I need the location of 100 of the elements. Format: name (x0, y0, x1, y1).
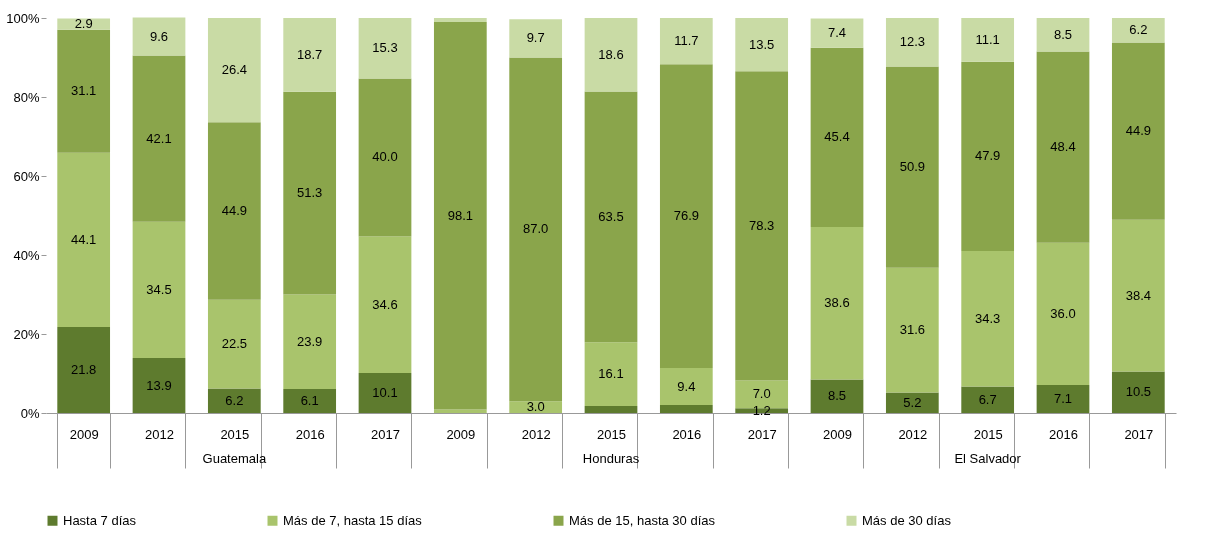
data-label: 6.2 (1129, 22, 1148, 38)
data-label: 51.3 (297, 185, 323, 201)
data-label: 21.8 (71, 361, 97, 377)
bar (207, 299, 261, 389)
data-label: 44.9 (1125, 123, 1151, 139)
x-tick-label: 2012 (145, 426, 174, 442)
x-tick-label: 2016 (1049, 426, 1078, 442)
bar (57, 152, 111, 327)
bar (57, 29, 111, 153)
bar (1111, 371, 1165, 413)
bar (1111, 18, 1165, 43)
data-label: 10.5 (1125, 384, 1151, 400)
y-tick-label: 100% (6, 10, 40, 26)
bar (358, 236, 412, 374)
y-tick-label: 0% (20, 405, 40, 421)
data-label: 44.1 (71, 231, 97, 247)
data-label: 48.4 (1050, 139, 1076, 155)
x-tick-label: 2009 (823, 426, 852, 442)
bar (283, 91, 337, 295)
text: Guatemala (202, 451, 267, 466)
bar (1111, 42, 1165, 220)
data-label: 87.0 (523, 221, 549, 237)
bar (1111, 219, 1165, 372)
data-label: 34.6 (372, 296, 398, 312)
data-label: 22.5 (221, 336, 247, 352)
legend-label: Más de 30 días (862, 512, 952, 528)
x-tick-label: 2017 (1124, 426, 1154, 442)
data-label: 2.9 (74, 16, 93, 32)
data-label: 5.2 (903, 394, 922, 410)
x-tick-label: 2012 (521, 426, 551, 442)
x-tick-label: 2016 (295, 426, 325, 442)
data-label: 40.0 (372, 149, 398, 165)
data-label: 11.7 (674, 33, 699, 49)
data-label: 38.4 (1125, 287, 1151, 303)
text: Honduras (582, 451, 640, 466)
data-label: 7.4 (827, 25, 847, 41)
x-tick-label: 2016 (672, 426, 702, 442)
bar (810, 18, 864, 48)
data-label: 78.3 (749, 217, 775, 233)
bar (584, 91, 638, 343)
data-label: 98.1 (447, 207, 473, 223)
legend-label: Hasta 7 días (63, 512, 137, 528)
bar (132, 221, 186, 359)
data-label: 12.3 (899, 34, 925, 50)
bar (132, 17, 186, 56)
bar (132, 358, 186, 413)
data-label: 26.4 (221, 62, 247, 78)
data-label: 15.3 (372, 40, 398, 56)
data-label: 45.4 (824, 129, 850, 145)
data-label: 8.5 (1053, 26, 1073, 42)
legend-label: Más de 7, hasta 15 días (283, 512, 423, 528)
x-tick-label: 2017 (747, 426, 777, 442)
data-label: 9.7 (526, 30, 545, 46)
data-label: 47.9 (975, 148, 1001, 164)
bar (584, 18, 638, 92)
bar (433, 409, 487, 413)
bar (358, 18, 412, 79)
bar (735, 71, 789, 381)
x-tick-label: 2012 (898, 426, 928, 442)
bar (433, 21, 487, 410)
bar (433, 18, 487, 22)
bar (509, 57, 563, 402)
bar (659, 64, 713, 368)
bar (885, 18, 939, 67)
x-tick-label: 2015 (597, 426, 626, 442)
data-label: 18.7 (297, 46, 323, 62)
data-label: 11.1 (975, 31, 1000, 47)
data-label: 3.0 (526, 399, 545, 415)
bar (283, 388, 337, 413)
y-tick-label: 80% (13, 89, 40, 105)
data-label: 6.1 (300, 392, 319, 408)
data-label: 50.9 (899, 159, 925, 175)
bar (207, 388, 261, 413)
data-label: 7.1 (1053, 390, 1073, 406)
data-label: 6.7 (978, 391, 997, 407)
bar (584, 405, 638, 413)
data-label: 9.6 (149, 28, 169, 44)
bar (659, 405, 713, 413)
data-label: 38.6 (824, 295, 850, 311)
bar (735, 18, 789, 72)
bar (659, 367, 713, 406)
bar (885, 66, 939, 268)
bar (358, 78, 412, 237)
data-label: 63.5 (598, 208, 624, 224)
bar (810, 379, 864, 413)
data-label: 36.0 (1050, 305, 1076, 321)
x-tick-label: 2009 (446, 426, 476, 442)
x-tick-label: 2017 (371, 426, 400, 442)
bar (509, 19, 563, 58)
data-label: 7.0 (752, 386, 771, 402)
data-label: 23.9 (297, 333, 323, 349)
bar (1036, 18, 1090, 52)
data-label: 34.5 (146, 281, 172, 297)
bar (885, 392, 939, 413)
y-tick-label: 20% (13, 326, 40, 342)
bar (961, 386, 1015, 413)
data-label: 18.6 (598, 46, 624, 62)
data-label: 13.5 (749, 36, 775, 52)
bar (810, 47, 864, 227)
data-label: 16.1 (598, 366, 624, 382)
